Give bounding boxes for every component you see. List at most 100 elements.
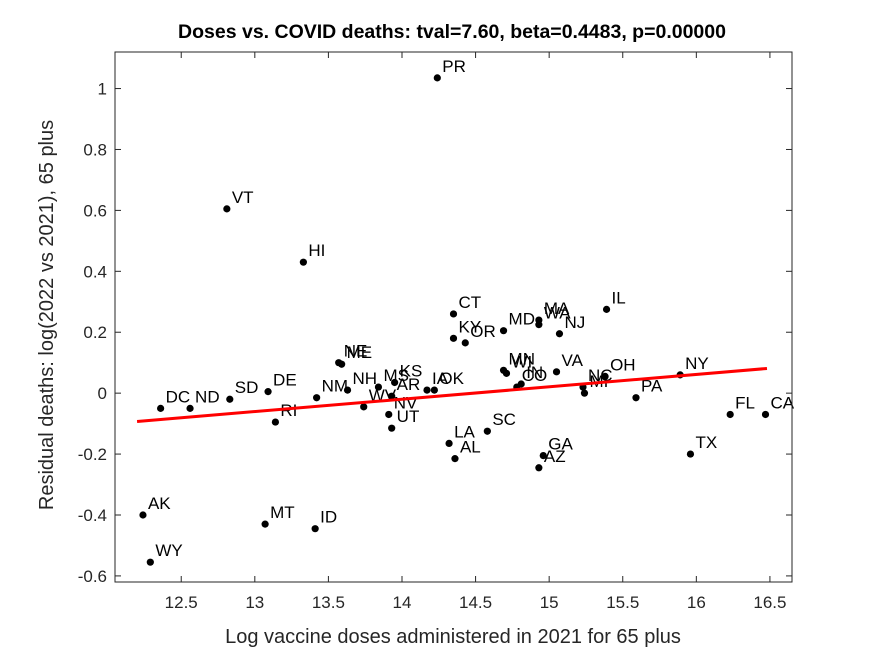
data-point <box>499 327 508 335</box>
point-label: ND <box>195 387 220 406</box>
point-label: AL <box>460 438 481 457</box>
point-label: KS <box>400 361 423 380</box>
point-label: MS <box>383 366 409 385</box>
x-tick-label: 12.5 <box>165 593 198 612</box>
point-label: SD <box>235 378 259 397</box>
data-point <box>299 258 307 266</box>
plot-frame <box>114 51 793 583</box>
data-point <box>461 339 469 347</box>
point-label: OH <box>610 355 636 374</box>
data-point <box>186 404 194 412</box>
data-point <box>360 403 368 411</box>
point-label: IA <box>432 369 449 388</box>
x-tick-label: 14.5 <box>459 593 492 612</box>
data-point <box>449 310 458 318</box>
point-label: UT <box>397 407 420 426</box>
point-label: ID <box>320 508 337 527</box>
data-point <box>391 378 399 387</box>
data-point <box>423 386 431 394</box>
point-label: CO <box>522 366 548 385</box>
y-tick-label: -0.2 <box>78 445 107 464</box>
point-label: OR <box>470 322 496 341</box>
point-label: WI <box>511 352 532 371</box>
point-label: HI <box>308 241 325 260</box>
point-label: VA <box>562 351 584 370</box>
x-tick-label: 13 <box>245 593 264 612</box>
y-axis-label: Residual deaths: log(2022 vs 2021), 65 p… <box>36 120 58 510</box>
data-point <box>311 525 319 533</box>
data-point <box>139 511 147 519</box>
point-label: MD <box>509 310 535 329</box>
data-point <box>686 450 695 458</box>
data-point <box>388 392 396 400</box>
x-axis-label: Log vaccine doses administered in 2021 f… <box>225 626 681 648</box>
point-label: AZ <box>544 447 566 466</box>
data-point <box>343 386 352 394</box>
data-point <box>430 386 438 394</box>
point-label: DC <box>166 387 191 406</box>
y-tick-label: -0.4 <box>78 506 107 525</box>
point-label: IL <box>612 288 626 307</box>
data-point <box>761 410 770 419</box>
data-point <box>449 334 458 342</box>
data-point <box>602 305 611 313</box>
point-label: TX <box>695 433 717 452</box>
fit-line <box>136 366 768 423</box>
data-point <box>601 372 609 380</box>
y-tick-label: 0.8 <box>83 140 107 159</box>
x-axis-ticks: 12.5 13 13.5 14 14.5 15 15.5 16 16.5 <box>165 52 786 612</box>
data-point <box>726 410 734 419</box>
point-label: AR <box>397 375 421 394</box>
data-point <box>261 520 269 528</box>
x-tick-label: 16.5 <box>753 593 786 612</box>
point-label: LA <box>454 422 475 441</box>
point-label: GA <box>548 435 573 454</box>
point-label: DE <box>273 371 297 390</box>
y-tick-label: 1 <box>98 80 107 99</box>
data-point <box>535 321 543 329</box>
point-label: NJ <box>564 313 585 332</box>
data-point <box>552 368 561 376</box>
data-point <box>146 558 154 566</box>
point-label: NY <box>685 354 709 373</box>
data-point <box>433 74 441 82</box>
data-point <box>451 455 459 463</box>
data-point <box>374 383 383 391</box>
point-label: AK <box>148 494 171 513</box>
chart-title: Doses vs. COVID deaths: tval=7.60, beta=… <box>178 21 726 43</box>
x-tick-label: 13.5 <box>312 593 345 612</box>
x-tick-label: 16 <box>687 593 706 612</box>
data-point <box>502 369 511 377</box>
point-label: VT <box>232 188 254 207</box>
point-label: NE <box>344 342 368 361</box>
point-label: FL <box>735 393 755 412</box>
data-point <box>226 395 234 403</box>
data-point <box>271 418 280 426</box>
data-point <box>338 360 346 368</box>
point-label: OK <box>439 369 464 388</box>
point-label: MN <box>509 349 535 368</box>
x-tick-label: 15 <box>540 593 559 612</box>
point-label: WY <box>155 541 182 560</box>
y-axis-ticks: -0.6 -0.4 -0.2 0 0.2 0.4 0.6 0.8 1 <box>78 80 792 586</box>
data-point <box>539 451 547 460</box>
point-label: RI <box>280 401 297 420</box>
y-tick-label: 0.6 <box>83 201 107 220</box>
point-label: IN <box>526 363 543 382</box>
point-label: NM <box>322 377 348 396</box>
data-point <box>223 205 231 213</box>
data-points <box>139 74 770 566</box>
point-label: PR <box>442 57 466 76</box>
point-label: MA <box>544 299 570 318</box>
point-label: PA <box>641 377 663 396</box>
data-point <box>632 394 640 402</box>
data-point <box>385 410 393 419</box>
data-point <box>264 388 272 396</box>
point-label: SC <box>492 410 516 429</box>
y-tick-label: 0.4 <box>83 262 107 281</box>
data-point <box>535 464 543 472</box>
y-tick-label: 0.2 <box>83 323 107 342</box>
data-point <box>555 330 564 338</box>
data-point <box>388 424 396 432</box>
